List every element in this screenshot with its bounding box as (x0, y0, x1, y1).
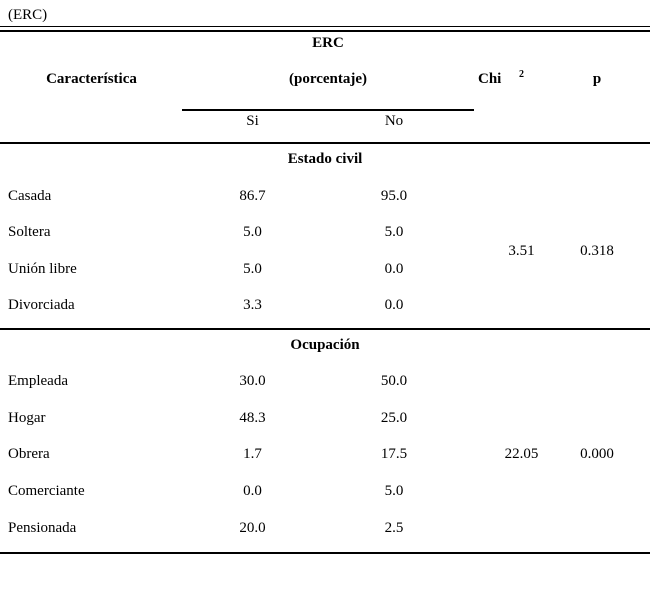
row-label: Divorciada (8, 297, 75, 313)
row-no-value: 25.0 (380, 410, 408, 426)
caption-underline-rule (0, 26, 650, 27)
row-label: Obrera (8, 446, 50, 462)
row-label: Unión libre (8, 261, 77, 277)
row-si-value: 1.7 (243, 446, 262, 462)
row-si-value: 20.0 (239, 520, 266, 536)
chi-label-base: Chi (478, 71, 502, 87)
chi-squared-value: 3.51 (508, 243, 535, 259)
row-si-value: 48.3 (239, 410, 266, 426)
group-header-subtitle: (porcentaje) (288, 71, 368, 87)
row-label: Pensionada (8, 520, 77, 536)
subcolumn-header-row: Si No (0, 113, 650, 129)
section-divider-rule (0, 328, 650, 330)
row-no-value: 50.0 (380, 373, 408, 389)
table-row: Unión libre 5.0 0.0 (0, 261, 650, 277)
table-row: Divorciada 3.3 0.0 (0, 297, 650, 313)
row-label: Empleada (8, 373, 68, 389)
table-top-rule (0, 30, 650, 32)
table-row: Obrera 1.7 17.5 22.05 0.000 (0, 446, 650, 462)
section-statistics-row: 3.51 0.318 (0, 243, 650, 259)
column-header-chi-squared: Chi 2 (478, 69, 565, 88)
si-no-spanner-rule (182, 109, 474, 111)
row-no-value: 2.5 (384, 520, 404, 536)
p-value: 0.318 (580, 243, 614, 259)
row-no-value: 5.0 (384, 224, 404, 240)
row-label: Soltera (8, 224, 51, 240)
row-si-value: 3.3 (243, 297, 262, 313)
row-label: Casada (8, 188, 52, 204)
section-title-estado-civil: Estado civil (287, 151, 363, 167)
column-header-caracteristica: Característica (46, 71, 137, 87)
header-bottom-rule (0, 142, 650, 144)
subcolumn-header-si: Si (246, 113, 259, 129)
table-caption: (ERC) (8, 7, 48, 23)
table-row: Pensionada 20.0 2.5 (0, 520, 650, 536)
table-row: Comerciante 0.0 5.0 (0, 483, 650, 499)
row-no-value: 0.0 (384, 261, 404, 277)
chi-squared-value: 22.05 (504, 446, 539, 462)
table-row: Empleada 30.0 50.0 (0, 373, 650, 389)
row-label: Comerciante (8, 483, 85, 499)
p-value: 0.000 (580, 446, 614, 462)
column-header-p: p (592, 71, 602, 87)
table-row: Hogar 48.3 25.0 (0, 410, 650, 426)
subcolumn-header-no: No (384, 113, 404, 129)
row-no-value: 0.0 (384, 297, 404, 313)
table-bottom-rule (0, 552, 650, 554)
row-si-value: 5.0 (243, 224, 262, 240)
row-no-value: 17.5 (380, 446, 408, 462)
row-si-value: 0.0 (243, 483, 262, 499)
chi-label-superscript: 2 (519, 69, 524, 80)
row-si-value: 30.0 (239, 373, 266, 389)
table-row: Casada 86.7 95.0 (0, 188, 650, 204)
row-si-value: 5.0 (243, 261, 262, 277)
row-si-value: 86.7 (239, 188, 266, 204)
table-row: Soltera 5.0 5.0 (0, 224, 650, 240)
section-title-ocupacion: Ocupación (290, 337, 360, 353)
column-header-row: Característica (porcentaje) Chi 2 p (0, 69, 650, 88)
row-no-value: 95.0 (380, 188, 408, 204)
row-no-value: 5.0 (384, 483, 404, 499)
row-label: Hogar (8, 410, 46, 426)
group-header-title: ERC (312, 35, 344, 51)
